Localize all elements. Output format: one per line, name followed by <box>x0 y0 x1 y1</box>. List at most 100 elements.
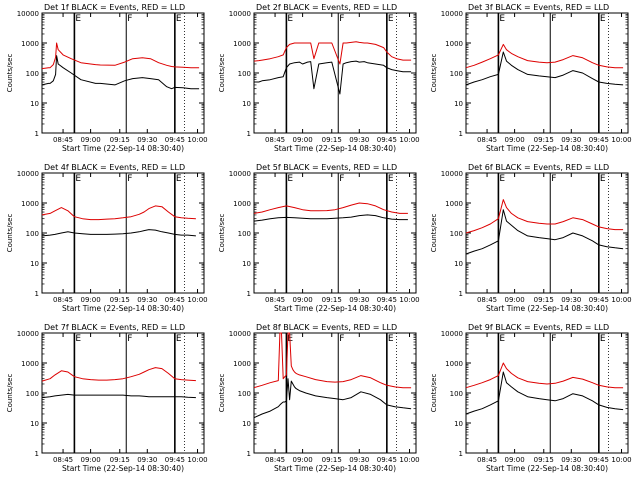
x-tick-label: 09:00 <box>81 136 101 144</box>
event-marker-label: F <box>551 334 556 344</box>
chart-panel-3: Det 3f BLACK = Events, RED = LLD 1 10 100 10… <box>430 3 632 153</box>
y-axis-label: Counts/sec <box>6 214 14 253</box>
plot-frame <box>465 332 629 454</box>
x-tick-label: 09:15 <box>534 456 554 464</box>
event-marker-label: E <box>600 14 606 24</box>
chart-title: Det 3f BLACK = Events, RED = LLD <box>468 3 609 12</box>
event-marker-label: E <box>75 14 81 24</box>
y-tick-label: 10000 <box>229 170 251 178</box>
y-tick-label: 10000 <box>17 170 39 178</box>
y-tick-label: 10 <box>242 100 251 108</box>
x-tick-label: 09:30 <box>561 136 581 144</box>
x-tick-label: 09:30 <box>137 296 157 304</box>
x-tick-label: 08:45 <box>477 296 497 304</box>
series-line-events <box>465 371 624 415</box>
series-line-events <box>41 393 196 399</box>
event-marker-label: E <box>287 174 293 184</box>
x-tick-label: 09:15 <box>534 136 554 144</box>
x-tick-label: 09:30 <box>349 456 369 464</box>
x-tick-label: 09:45 <box>377 456 397 464</box>
x-axis-label: Start Time (22-Sep-14 08:30:40) <box>486 144 608 153</box>
plot-frame <box>41 12 205 134</box>
chart-panel-2: Det 2f BLACK = Events, RED = LLD 1 10 100 10… <box>218 3 420 153</box>
plot-frame <box>253 172 417 294</box>
x-tick-label: 08:45 <box>53 136 73 144</box>
y-tick-label: 10 <box>454 100 463 108</box>
event-marker-label: F <box>127 334 132 344</box>
event-marker-label: F <box>339 14 344 24</box>
event-marker-label: E <box>499 14 505 24</box>
chart-panel-1: Det 1f BLACK = Events, RED = LLD 1 10 100 10… <box>6 3 208 153</box>
x-tick-label: 09:45 <box>377 296 397 304</box>
x-tick-label: 09:15 <box>110 136 130 144</box>
x-tick-label: 08:45 <box>53 296 73 304</box>
x-tick-label: 09:00 <box>505 296 525 304</box>
y-tick-label: 100 <box>26 230 39 238</box>
y-tick-label: 1000 <box>21 360 39 368</box>
y-tick-label: 1 <box>247 450 251 458</box>
event-marker-label: E <box>176 334 182 344</box>
event-marker-label: F <box>127 174 132 184</box>
x-axis-label: Start Time (22-Sep-14 08:30:40) <box>486 464 608 473</box>
chart-title: Det 9f BLACK = Events, RED = LLD <box>468 323 609 332</box>
x-tick-label: 09:00 <box>505 136 525 144</box>
chart-panel-6: Det 6f BLACK = Events, RED = LLD 1 10 100 10… <box>430 163 632 313</box>
chart-title: Det 6f BLACK = Events, RED = LLD <box>468 163 609 172</box>
x-tick-label: 10:00 <box>611 456 631 464</box>
series-line-events <box>253 214 408 222</box>
x-tick-label: 10:00 <box>611 296 631 304</box>
x-tick-label: 08:45 <box>53 456 73 464</box>
x-axis-label: Start Time (22-Sep-14 08:30:40) <box>62 304 184 313</box>
y-tick-label: 100 <box>238 70 251 78</box>
plot-frame <box>465 172 629 294</box>
x-tick-label: 09:15 <box>322 136 342 144</box>
chart-title: Det 5f BLACK = Events, RED = LLD <box>256 163 397 172</box>
x-tick-label: 10:00 <box>611 136 631 144</box>
y-tick-label: 10000 <box>441 330 463 338</box>
x-tick-label: 09:45 <box>589 456 609 464</box>
x-tick-label: 10:00 <box>187 296 207 304</box>
y-axis-label: Counts/sec <box>6 54 14 93</box>
y-tick-label: 1000 <box>233 200 251 208</box>
x-axis-label: Start Time (22-Sep-14 08:30:40) <box>274 144 396 153</box>
y-tick-label: 1 <box>459 130 463 138</box>
series-line-events <box>41 55 200 90</box>
x-tick-label: 08:45 <box>265 136 285 144</box>
series-line-lld <box>41 367 196 382</box>
y-tick-label: 10000 <box>441 170 463 178</box>
chart-panel-8: Det 8f BLACK = Events, RED = LLD 1 10 100 10… <box>218 323 420 473</box>
chart-panel-7: Det 7f BLACK = Events, RED = LLD 1 10 100 10… <box>6 323 208 473</box>
y-tick-label: 100 <box>26 390 39 398</box>
chart-panel-5: Det 5f BLACK = Events, RED = LLD 1 10 100 10… <box>218 163 420 313</box>
event-marker-label: E <box>176 14 182 24</box>
x-tick-label: 08:45 <box>477 136 497 144</box>
x-tick-label: 10:00 <box>187 136 207 144</box>
y-axis-label: Counts/sec <box>218 54 226 93</box>
chart-title: Det 1f BLACK = Events, RED = LLD <box>44 3 185 12</box>
series-line-lld <box>465 43 624 69</box>
x-tick-label: 09:30 <box>349 296 369 304</box>
x-tick-label: 10:00 <box>399 296 419 304</box>
y-tick-label: 10 <box>30 420 39 428</box>
y-tick-label: 10000 <box>17 10 39 18</box>
event-marker-label: E <box>388 334 394 344</box>
chart-title: Det 2f BLACK = Events, RED = LLD <box>256 3 397 12</box>
y-tick-label: 10 <box>454 260 463 268</box>
x-tick-label: 10:00 <box>399 456 419 464</box>
y-tick-label: 1000 <box>445 360 463 368</box>
y-tick-label: 1000 <box>445 40 463 48</box>
series-line-events <box>465 51 624 86</box>
event-marker-label: F <box>339 334 344 344</box>
series-line-lld <box>465 199 624 234</box>
event-marker-label: F <box>551 14 556 24</box>
x-tick-label: 08:45 <box>477 456 497 464</box>
x-tick-label: 09:30 <box>561 296 581 304</box>
x-tick-label: 09:00 <box>293 296 313 304</box>
x-tick-label: 09:45 <box>165 456 185 464</box>
x-axis-label: Start Time (22-Sep-14 08:30:40) <box>486 304 608 313</box>
series-line-events <box>253 378 412 419</box>
y-tick-label: 10 <box>30 100 39 108</box>
x-tick-label: 10:00 <box>399 136 419 144</box>
event-marker-label: E <box>287 14 293 24</box>
x-axis-label: Start Time (22-Sep-14 08:30:40) <box>62 144 184 153</box>
